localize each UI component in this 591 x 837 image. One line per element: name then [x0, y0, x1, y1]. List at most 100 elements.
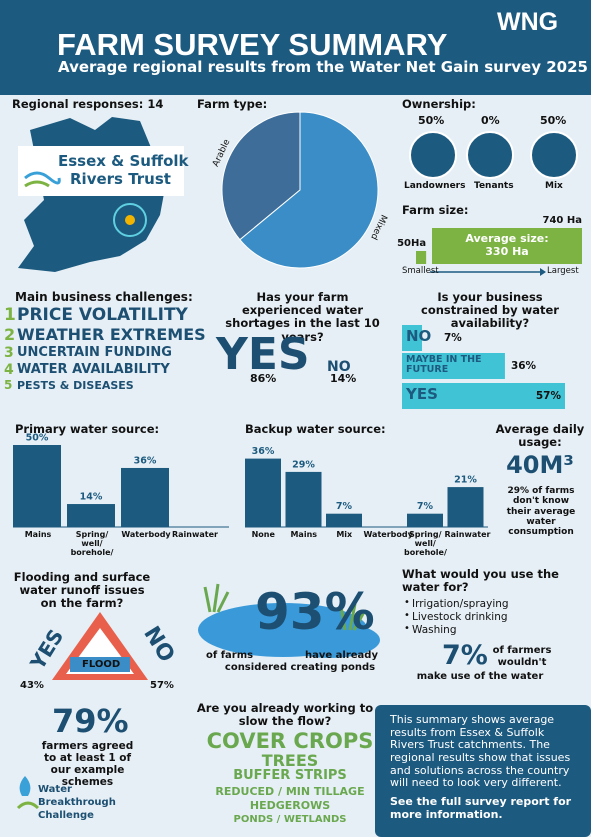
bar-category: NO	[406, 327, 432, 345]
ownership-value: 50%	[540, 114, 567, 127]
ponds-text: of farms	[206, 650, 254, 661]
value-label: 14%	[80, 492, 103, 503]
x-tick-label: Rainwater	[444, 530, 491, 539]
flow-item: PONDS / WETLANDS	[233, 814, 347, 825]
average-value: 330 Ha	[485, 245, 529, 258]
org-logo-box	[18, 146, 184, 196]
challenge: WATER AVAILABILITY	[17, 362, 170, 377]
pie-slice	[221, 111, 301, 241]
bar	[285, 471, 322, 527]
value-label: 7%	[336, 501, 353, 512]
ponds-text: considered creating ponds	[224, 662, 376, 673]
rank: 5	[4, 378, 13, 392]
bar	[121, 467, 169, 527]
section-title: Are you already working to slow the flow…	[196, 701, 374, 729]
ownership-icons	[409, 131, 578, 179]
x-tick-label: None	[251, 530, 275, 539]
section-title: Has your farm experienced water shortage…	[225, 290, 380, 344]
icon-landowners	[409, 131, 457, 179]
pie-slice	[239, 111, 379, 269]
bar	[402, 353, 505, 379]
bar	[67, 504, 115, 527]
ownership-label: Landowners	[404, 181, 466, 191]
x-tick-label: Mix	[336, 530, 353, 539]
use-item: Livestock drinking	[412, 611, 508, 623]
bar	[245, 458, 281, 527]
info-bold: See the full survey report for more info…	[390, 795, 572, 821]
challenge: UNCERTAIN FUNDING	[17, 345, 172, 360]
average-label: Average size:	[465, 232, 549, 245]
wbc-text: Water	[38, 784, 72, 795]
x-tick-label: Spring/ well/ borehole/	[404, 530, 447, 558]
logo: WNG	[497, 8, 559, 36]
wbc-text: Challenge	[38, 810, 94, 821]
rank: 2	[4, 325, 16, 344]
rank: 4	[4, 362, 14, 378]
ownership-value: 50%	[418, 114, 445, 127]
section-title: What would you use the water for?	[402, 567, 559, 595]
bar	[402, 325, 423, 351]
x-tick-label: Mains	[290, 530, 318, 539]
org-name: Rivers Trust	[70, 170, 171, 188]
value-label: 36%	[511, 360, 537, 372]
x-tick-label: Waterbody	[363, 530, 413, 539]
section-title: Is your business constrained by water av…	[421, 290, 559, 331]
schemes-text: farmers agreed to at least 1 of our exam…	[41, 740, 134, 789]
section-title: Farm type:	[197, 97, 268, 111]
bar	[13, 445, 61, 527]
value-label: 36%	[252, 446, 275, 457]
info-box	[375, 705, 591, 837]
value-label: 21%	[454, 475, 477, 486]
challenge: WEATHER EXTREMES	[17, 325, 206, 344]
bar	[326, 513, 362, 527]
axis-max: Largest	[547, 266, 579, 276]
value-label: 7%	[417, 501, 434, 512]
section-title: Farm size:	[402, 203, 469, 217]
pond	[280, 622, 380, 658]
yes-value: 43%	[20, 680, 44, 691]
flood-sign-text: FLOOD	[82, 659, 121, 670]
use-text: of farmers wouldn't	[492, 645, 552, 668]
section-title: Ownership:	[402, 97, 476, 111]
ownership-label: Tenants	[474, 181, 514, 191]
value-label: 36%	[134, 455, 157, 466]
use-text: make use of the water	[416, 671, 544, 682]
bullet: •	[404, 610, 410, 621]
info-text: This summary shows average results from …	[390, 713, 571, 790]
rank: 3	[4, 345, 14, 361]
ponds-text: have already	[305, 650, 378, 661]
header-band	[0, 0, 591, 95]
yes-value: 86%	[250, 372, 277, 385]
ownership-value: 0%	[481, 114, 500, 127]
value-label: 50%	[26, 433, 49, 444]
bar-category: YES	[406, 385, 438, 403]
bar	[447, 487, 484, 527]
challenge: PESTS & DISEASES	[17, 379, 134, 392]
icon-mix	[530, 131, 578, 179]
no: NO	[327, 359, 351, 375]
use-item: Washing	[412, 624, 457, 636]
title: FARM SURVEY SUMMARY	[57, 27, 448, 62]
yes: YES	[216, 329, 310, 380]
icon-tenants	[466, 131, 514, 179]
ponds-value: 93%	[255, 583, 375, 641]
flow-item: REDUCED / MIN TILLAGE	[215, 785, 365, 798]
org-logo-wave	[24, 171, 61, 185]
bar	[432, 228, 582, 264]
use-value: 7%	[442, 640, 488, 671]
x-tick-label: Waterbody	[121, 530, 171, 539]
challenge: PRICE VOLATILITY	[17, 305, 188, 325]
subtitle: Average regional results from the Water …	[58, 58, 588, 76]
value-label: 7%	[444, 332, 462, 344]
x-tick-label: Spring/ well/ borehole/	[70, 530, 114, 558]
axis-min: Smallest	[402, 266, 439, 276]
flow-item: COVER CROPS	[206, 729, 374, 753]
flow-item: BUFFER STRIPS	[233, 768, 347, 783]
rank: 1	[4, 305, 16, 325]
flow-item: HEDGEROWS	[249, 799, 331, 812]
section-title: Backup water source:	[245, 422, 386, 436]
org-logo-wave	[24, 180, 50, 188]
wbc-logo	[16, 801, 40, 810]
x-tick-label: Rainwater	[172, 530, 218, 539]
size-arrow	[540, 268, 546, 276]
